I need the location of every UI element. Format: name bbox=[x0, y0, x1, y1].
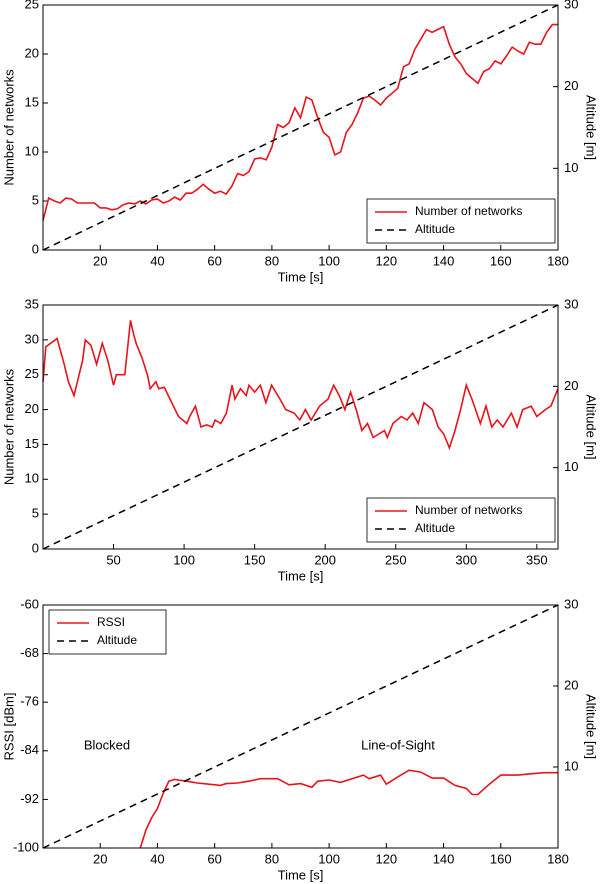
y2-axis-label: Altitude [m] bbox=[584, 95, 599, 160]
x-tick-label: 40 bbox=[150, 851, 164, 866]
x-tick-label: 50 bbox=[106, 552, 120, 567]
y-tick-label: 20 bbox=[25, 45, 39, 60]
x-tick-label: 100 bbox=[318, 851, 340, 866]
x-tick-label: 20 bbox=[93, 253, 107, 268]
x-tick-label: 100 bbox=[173, 552, 195, 567]
legend-label: RSSI bbox=[97, 615, 125, 629]
x-tick-label: 160 bbox=[490, 851, 512, 866]
legend-label: Number of networks bbox=[415, 204, 522, 218]
y-tick-label: 10 bbox=[25, 471, 39, 486]
x-axis-label: Time [s] bbox=[278, 269, 324, 284]
x-tick-label: 120 bbox=[375, 851, 397, 866]
y-tick-label: 0 bbox=[32, 540, 39, 555]
x-tick-label: 60 bbox=[207, 253, 221, 268]
x-axis-label: Time [s] bbox=[278, 568, 324, 583]
y-axis-label: Number of networks bbox=[1, 368, 16, 485]
x-tick-label: 60 bbox=[207, 851, 221, 866]
y2-tick-label: 20 bbox=[564, 78, 578, 93]
x-tick-label: 20 bbox=[93, 851, 107, 866]
series-line bbox=[42, 304, 559, 550]
y-tick-label: 35 bbox=[25, 296, 39, 311]
y2-tick-label: 10 bbox=[564, 459, 578, 474]
plot-frame bbox=[42, 4, 559, 251]
x-tick-label: 100 bbox=[318, 253, 340, 268]
legend-box bbox=[48, 609, 167, 655]
y-axis-label: RSSI [dBm] bbox=[1, 693, 16, 761]
y2-tick-label: 10 bbox=[564, 160, 578, 175]
y-tick-label: -92 bbox=[20, 791, 39, 806]
y-tick-label: 15 bbox=[25, 436, 39, 451]
y2-tick-label: 20 bbox=[564, 378, 578, 393]
y-tick-label: -60 bbox=[20, 596, 39, 611]
y-tick-label: -76 bbox=[20, 694, 39, 709]
x-tick-label: 140 bbox=[433, 253, 455, 268]
y2-tick-label: 30 bbox=[564, 596, 578, 611]
y-tick-label: 0 bbox=[32, 241, 39, 256]
y-tick-label: -100 bbox=[13, 839, 39, 854]
series-line bbox=[139, 769, 558, 849]
y-tick-label: 5 bbox=[32, 192, 39, 207]
y2-tick-label: 30 bbox=[564, 296, 578, 311]
x-tick-label: 80 bbox=[265, 851, 279, 866]
series-line bbox=[42, 23, 558, 221]
series-line bbox=[42, 604, 559, 849]
y-tick-label: 10 bbox=[25, 143, 39, 158]
legend-label: Altitude bbox=[415, 521, 455, 535]
y2-axis-label: Altitude [m] bbox=[584, 394, 599, 459]
x-tick-label: 180 bbox=[547, 253, 569, 268]
x-tick-label: 80 bbox=[265, 253, 279, 268]
x-tick-label: 160 bbox=[490, 253, 512, 268]
x-tick-label: 180 bbox=[547, 851, 569, 866]
legend-box bbox=[366, 198, 556, 244]
x-tick-label: 120 bbox=[375, 253, 397, 268]
x-tick-label: 40 bbox=[150, 253, 164, 268]
x-tick-label: 140 bbox=[433, 851, 455, 866]
y-tick-label: 30 bbox=[25, 331, 39, 346]
y-tick-label: 5 bbox=[32, 506, 39, 521]
legend-box bbox=[366, 497, 556, 543]
y2-tick-label: 20 bbox=[564, 677, 578, 692]
y-axis-label: Number of networks bbox=[1, 69, 16, 186]
y-tick-label: -68 bbox=[20, 645, 39, 660]
legend-label: Number of networks bbox=[415, 503, 522, 517]
annotation: Blocked bbox=[84, 737, 130, 752]
x-axis-label: Time [s] bbox=[278, 867, 324, 882]
y-tick-label: 15 bbox=[25, 94, 39, 109]
series-line bbox=[42, 320, 559, 451]
y2-tick-label: 30 bbox=[564, 0, 578, 11]
y-tick-label: 20 bbox=[25, 401, 39, 416]
y-tick-label: 25 bbox=[25, 366, 39, 381]
x-tick-label: 150 bbox=[244, 552, 266, 567]
x-tick-label: 200 bbox=[314, 552, 336, 567]
x-tick-label: 300 bbox=[455, 552, 477, 567]
y-tick-label: -84 bbox=[20, 742, 39, 757]
plot-frame bbox=[42, 304, 559, 550]
legend-label: Altitude bbox=[415, 222, 455, 236]
y-tick-label: 25 bbox=[25, 0, 39, 11]
plot-frame bbox=[42, 604, 559, 849]
y2-axis-label: Altitude [m] bbox=[584, 694, 599, 759]
x-tick-label: 350 bbox=[526, 552, 548, 567]
legend-label: Altitude bbox=[97, 633, 137, 647]
x-tick-label: 250 bbox=[385, 552, 407, 567]
annotation: Line-of-Sight bbox=[361, 737, 435, 752]
y2-tick-label: 10 bbox=[564, 758, 578, 773]
